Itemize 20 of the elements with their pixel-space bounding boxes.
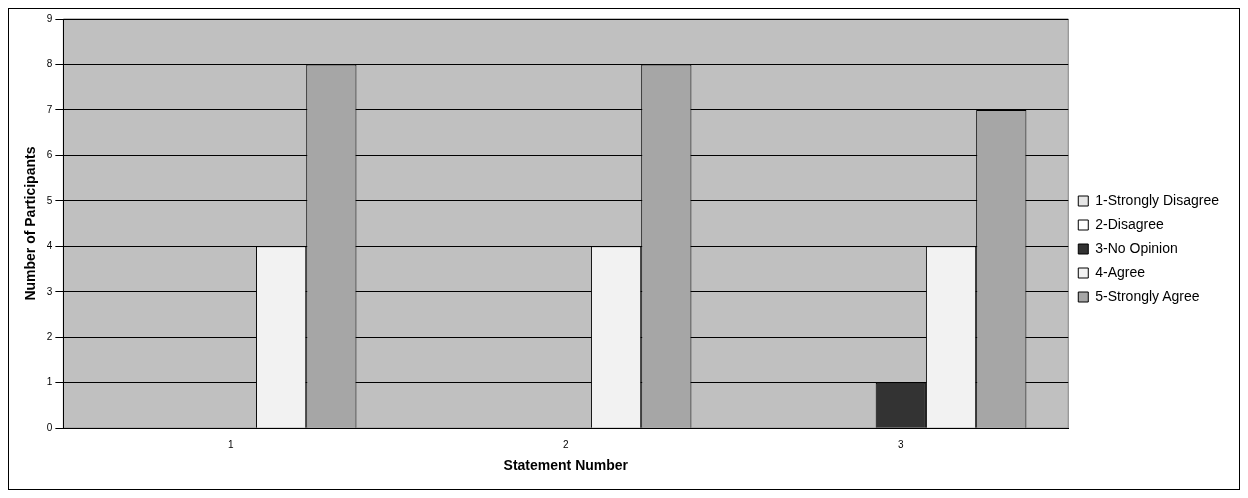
y-axis-title: Number of Participants [22,146,39,301]
y-tick-label: 6 [46,149,53,161]
legend-label: 5-Strongly Agree [1095,287,1200,304]
y-tick-label: 5 [46,194,53,206]
x-tick-label: 1 [228,438,235,450]
legend-label: 1-Strongly Disagree [1095,191,1220,208]
y-tick-label: 9 [46,12,53,24]
x-axis-title: Statement Number [503,457,629,474]
y-tick-label: 2 [46,331,53,343]
legend-label: 4-Agree [1095,263,1146,280]
y-tick-label: 0 [46,421,53,433]
y-tick-label: 4 [46,240,53,252]
y-tick-label: 8 [46,58,53,70]
legend-label: 3-No Opinion [1095,239,1178,256]
x-tick-label: 2 [563,438,570,450]
y-tick-label: 3 [46,285,53,297]
x-tick-label: 3 [898,438,905,450]
legend-label: 2-Disagree [1095,215,1164,232]
y-tick-label: 7 [46,103,53,115]
y-tick-label: 1 [46,376,53,388]
